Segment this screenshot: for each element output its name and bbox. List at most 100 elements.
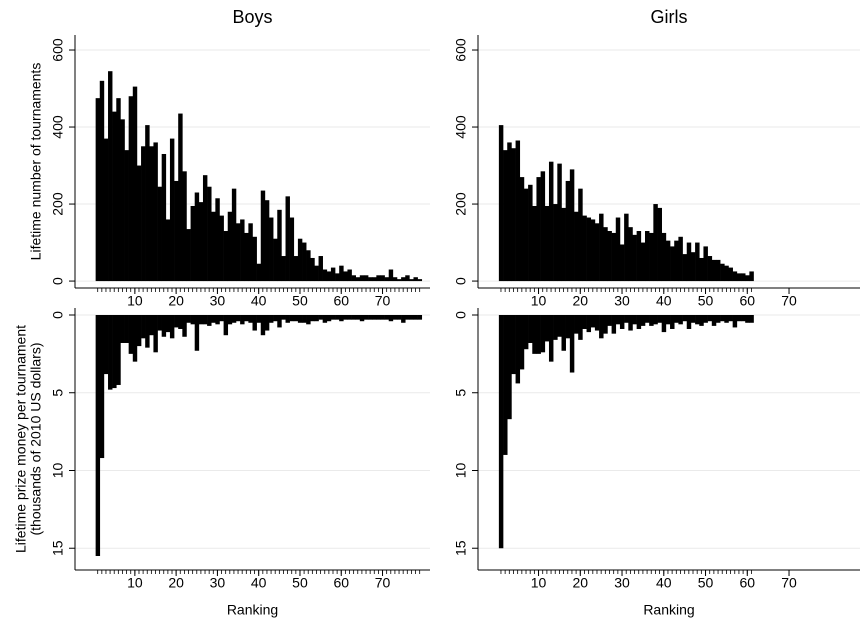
bar [503, 150, 508, 282]
bar [611, 314, 617, 334]
bar [120, 314, 125, 343]
bar [728, 314, 733, 322]
bar [169, 314, 175, 339]
y-tick-label: 5 [453, 389, 469, 397]
bar [240, 314, 245, 325]
bar [561, 314, 566, 351]
bar [207, 314, 212, 326]
x-tick-label: 60 [739, 575, 755, 591]
bar [182, 314, 187, 337]
bar [536, 314, 541, 354]
bar [586, 217, 592, 282]
bar [569, 169, 575, 282]
bar [256, 314, 262, 323]
bar [388, 314, 394, 322]
bar [108, 71, 113, 282]
bar [211, 314, 216, 323]
bar [720, 263, 725, 282]
bar [310, 314, 315, 322]
bar [619, 314, 625, 329]
bar [540, 171, 546, 282]
x-tick-label: 60 [333, 575, 349, 591]
bar [699, 314, 704, 326]
x-tick-label: 30 [614, 293, 630, 309]
bar [741, 273, 746, 282]
bar [376, 314, 381, 320]
bar [112, 111, 117, 282]
bar [409, 314, 414, 320]
bar [611, 232, 617, 282]
bar [417, 314, 423, 320]
bar [388, 269, 394, 282]
bar [219, 215, 224, 282]
bar [124, 314, 129, 343]
bar [231, 314, 237, 323]
bar [211, 211, 216, 282]
bar [745, 275, 750, 282]
bar [565, 314, 571, 339]
bar [695, 314, 700, 325]
bar [636, 314, 642, 329]
bar [715, 314, 721, 323]
bar [198, 314, 204, 325]
bar [207, 186, 212, 282]
bar [703, 246, 708, 282]
bar [686, 242, 692, 282]
bar [649, 232, 654, 282]
bar [384, 314, 390, 320]
bar [417, 279, 423, 282]
bar [409, 279, 414, 282]
bar [665, 240, 671, 282]
bar [273, 314, 278, 322]
x-tick-label: 20 [572, 575, 588, 591]
bar [339, 314, 344, 322]
x-tick-label: 40 [656, 575, 672, 591]
bar [219, 314, 224, 322]
bar [724, 265, 729, 282]
bar [636, 231, 642, 282]
bar [536, 177, 541, 282]
bar [711, 314, 717, 326]
bar [574, 211, 579, 282]
bar [157, 314, 162, 331]
bar [240, 219, 245, 282]
bar [599, 213, 604, 282]
bar [99, 314, 105, 459]
bar [590, 314, 596, 328]
bar [322, 269, 328, 282]
bar [363, 314, 369, 320]
y-axis-label: Lifetime prize money per tournament [13, 325, 29, 553]
x-tick-label: 40 [656, 293, 672, 309]
x-tick-label: 50 [292, 293, 308, 309]
bar [632, 234, 637, 282]
bar [715, 259, 721, 282]
x-tick-label: 70 [781, 293, 797, 309]
bar [582, 215, 587, 282]
bar [231, 188, 237, 282]
bar [260, 314, 266, 336]
bar [540, 314, 546, 353]
bar [95, 314, 101, 557]
bar [372, 314, 377, 320]
bar [657, 314, 662, 323]
bar [644, 314, 650, 323]
bar [594, 314, 600, 331]
bar [169, 138, 175, 282]
bar [174, 314, 179, 328]
bar [728, 267, 733, 282]
bar [380, 314, 385, 320]
bar [380, 275, 385, 282]
bar [586, 314, 592, 333]
x-tick-label: 20 [572, 293, 588, 309]
bar [302, 314, 307, 323]
panel-title: Girls [651, 7, 688, 27]
bar [161, 314, 167, 337]
bar [736, 314, 742, 322]
bar [252, 314, 257, 331]
y-tick-label: 15 [453, 540, 469, 556]
bar [277, 314, 282, 328]
bar [544, 314, 550, 342]
bar [503, 314, 508, 455]
bar [347, 269, 352, 282]
